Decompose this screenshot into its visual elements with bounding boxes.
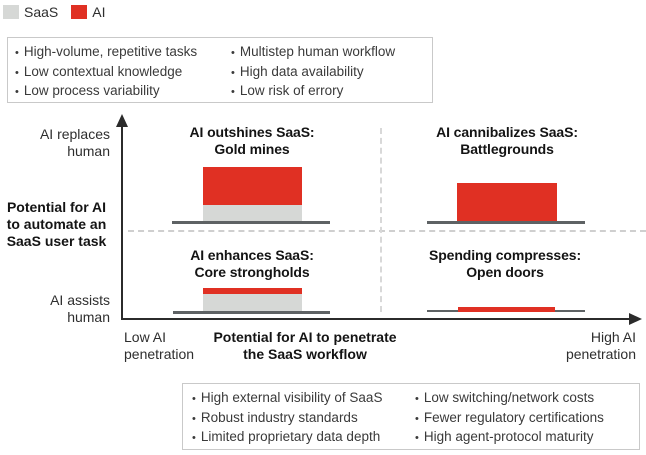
bullet-dot: • bbox=[231, 86, 235, 98]
criteria-text: Multistep human workflow bbox=[239, 44, 396, 59]
bar-stack-gold-mines bbox=[203, 167, 302, 221]
criteria-item: • Low risk of errory bbox=[231, 82, 395, 102]
label-line: Potential for AI to penetrate bbox=[213, 329, 397, 345]
bullet-dot: • bbox=[192, 393, 196, 405]
baseline-core-strongholds bbox=[173, 311, 330, 314]
label-line: High AI bbox=[590, 329, 636, 345]
y-axis-line bbox=[121, 127, 123, 319]
criteria-text: Limited proprietary data depth bbox=[200, 429, 381, 444]
label-line: SaaS user task bbox=[6, 233, 107, 249]
label-line: Low AI bbox=[124, 329, 167, 345]
criteria-text: High-volume, repetitive tasks bbox=[23, 44, 198, 59]
bottom-criteria-right-column: • Low switching/network costs • Fewer regu… bbox=[415, 389, 604, 448]
label-line: the SaaS workflow bbox=[243, 345, 367, 362]
x-axis-line bbox=[121, 318, 631, 320]
criteria-item: • High data availability bbox=[231, 63, 395, 83]
label-line: human bbox=[67, 308, 110, 325]
horizontal-quadrant-divider bbox=[128, 230, 646, 232]
ai-bar bbox=[203, 288, 302, 294]
criteria-item: • Multistep human workflow bbox=[231, 43, 395, 63]
quadrant-title-line: AI enhances SaaS: bbox=[190, 247, 314, 263]
quadrant-title-core-strongholds: AI enhances SaaS: Core strongholds bbox=[167, 247, 337, 281]
legend: SaaS AI bbox=[3, 4, 113, 20]
criteria-item: • Fewer regulatory certifications bbox=[415, 409, 604, 429]
quadrant-title-line: AI outshines SaaS: bbox=[189, 124, 315, 140]
top-criteria-left-column: • High-volume, repetitive tasks • Low cont… bbox=[15, 43, 197, 102]
ai-bar bbox=[457, 183, 557, 221]
criteria-text: High data availability bbox=[239, 63, 364, 79]
x-axis-title: Potential for AI to penetrate the SaaS w… bbox=[188, 329, 422, 362]
baseline-gold-mines bbox=[172, 221, 330, 224]
quadrant-title-gold-mines: AI outshines SaaS: Gold mines bbox=[167, 124, 337, 158]
bullet-dot: • bbox=[231, 66, 235, 79]
label-line: penetration bbox=[565, 345, 636, 362]
saas-legend-swatch bbox=[3, 5, 19, 19]
quadrant-title-line: Battlegrounds bbox=[460, 141, 554, 157]
criteria-item: • Limited proprietary data depth bbox=[192, 428, 382, 448]
criteria-text: Low process variability bbox=[23, 83, 160, 98]
bullet-dot: • bbox=[415, 412, 419, 425]
bar-stack-battlegrounds bbox=[457, 183, 557, 221]
bullet-dot: • bbox=[231, 47, 235, 59]
bullet-dot: • bbox=[15, 86, 19, 98]
criteria-item: • Low process variability bbox=[15, 82, 197, 102]
quadrant-title-battlegrounds: AI cannibalizes SaaS: Battlegrounds bbox=[422, 124, 592, 158]
criteria-item: • Low contextual knowledge bbox=[15, 63, 197, 83]
y-axis-arrow-icon bbox=[116, 114, 128, 127]
bullet-dot: • bbox=[15, 47, 19, 59]
bullet-dot: • bbox=[192, 412, 196, 425]
label-line: AI assists bbox=[50, 292, 110, 308]
quadrant-title-line: Core strongholds bbox=[194, 264, 310, 280]
quadrant-title-line: Spending compresses: bbox=[428, 247, 582, 263]
bar-stack-open-doors bbox=[458, 307, 555, 312]
quadrant-title-line: AI cannibalizes SaaS: bbox=[436, 124, 578, 140]
criteria-item: • Robust industry standards bbox=[192, 409, 382, 429]
vertical-quadrant-divider bbox=[380, 128, 382, 312]
ai-bar bbox=[203, 167, 302, 205]
criteria-text: Fewer regulatory certifications bbox=[423, 409, 604, 425]
bullet-dot: • bbox=[192, 432, 196, 444]
top-criteria-right-column: • Multistep human workflow • High data ava… bbox=[231, 43, 395, 102]
bar-stack-core-strongholds bbox=[203, 288, 302, 311]
criteria-text: Low risk of errory bbox=[239, 83, 344, 98]
ai-legend-swatch bbox=[71, 5, 88, 19]
x-axis-arrow-icon bbox=[629, 313, 642, 325]
label-line: penetration bbox=[124, 345, 195, 362]
label-line: Potential for AI bbox=[6, 199, 107, 215]
bottom-criteria-left-column: • High external visibility of SaaS • Robus… bbox=[192, 389, 382, 448]
label-line: to automate an bbox=[6, 216, 107, 232]
saas-legend-label: SaaS bbox=[24, 4, 59, 20]
ai-legend-label: AI bbox=[92, 4, 106, 20]
bullet-dot: • bbox=[415, 393, 419, 405]
y-axis-title: Potential for AI to automate an SaaS use… bbox=[0, 199, 113, 250]
criteria-text: High external visibility of SaaS bbox=[200, 390, 383, 405]
baseline-battlegrounds bbox=[427, 221, 585, 224]
saas-bar bbox=[203, 205, 302, 221]
bullet-dot: • bbox=[415, 432, 419, 444]
x-axis-left-label: Low AI penetration bbox=[124, 329, 194, 362]
y-axis-bottom-label: AI assists human bbox=[0, 292, 110, 325]
criteria-text: High agent-protocol maturity bbox=[423, 429, 594, 444]
criteria-text: Low switching/network costs bbox=[423, 390, 595, 405]
ai-bar bbox=[458, 307, 555, 312]
quadrant-title-open-doors: Spending compresses: Open doors bbox=[420, 247, 590, 281]
label-line: AI replaces bbox=[39, 126, 110, 142]
y-axis-top-label: AI replaces human bbox=[0, 126, 110, 159]
criteria-item: • High-volume, repetitive tasks bbox=[15, 43, 197, 63]
criteria-text: Robust industry standards bbox=[200, 409, 358, 425]
quadrant-title-line: Gold mines bbox=[214, 141, 290, 157]
criteria-item: • High external visibility of SaaS bbox=[192, 389, 382, 409]
criteria-item: • Low switching/network costs bbox=[415, 389, 604, 409]
label-line: human bbox=[67, 142, 110, 159]
x-axis-right-label: High AI penetration bbox=[528, 329, 636, 362]
criteria-text: Low contextual knowledge bbox=[23, 63, 183, 79]
criteria-item: • High agent-protocol maturity bbox=[415, 428, 604, 448]
bottom-criteria-box: • High external visibility of SaaS • Robus… bbox=[182, 383, 640, 450]
saas-bar bbox=[203, 294, 302, 311]
top-criteria-box: • High-volume, repetitive tasks • Low cont… bbox=[7, 37, 433, 103]
quadrant-title-line: Open doors bbox=[466, 264, 544, 280]
bullet-dot: • bbox=[15, 66, 19, 79]
